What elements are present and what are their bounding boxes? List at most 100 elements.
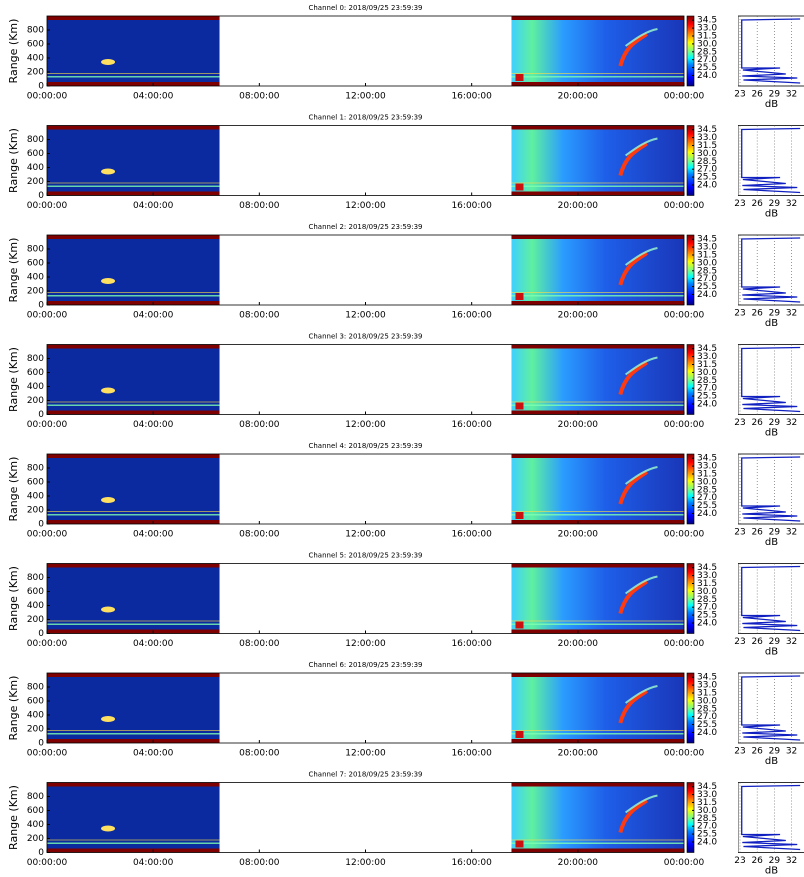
y-tick-label: 400 [27,711,44,721]
x-tick-label: 04:00:00 [133,420,174,430]
heatmap-streak [511,182,684,184]
heatmap-plume [618,32,648,67]
heatmap-plume [625,137,658,157]
profile-x-label: dB [765,428,778,439]
colorbar-tick-label: 34.5 [697,235,717,245]
y-tick-label: 800 [27,792,44,802]
profile-x-tick-label: 29 [769,747,781,757]
heatmap-band [47,848,220,853]
profile-x-tick-label: 32 [786,637,797,647]
heatmap-band [47,344,220,349]
colorbar-tick-label: 27.0 [697,165,717,175]
colorbar-tick-label: 25.5 [697,282,717,292]
y-tick-label: 600 [27,697,44,707]
colorbar-tick-label: 25.5 [697,392,717,402]
y-tick-label: 800 [27,354,44,364]
profile-line [741,18,801,84]
y-tick-label: 0 [38,410,44,420]
profile-x-tick-label: 26 [751,856,763,866]
profile-x-tick-label: 29 [769,90,781,100]
x-tick-label: 00:00:00 [27,420,68,430]
profile-x-tick-label: 26 [751,528,763,538]
chart-title: Channel 7: 2018/09/25 23:59:39 [308,771,422,779]
x-tick-label: 00:00:00 [664,858,705,868]
heatmap-streak [47,185,220,187]
profile-x-tick-label: 23 [734,637,745,647]
heatmap-band [47,782,220,787]
heatmap-streak [511,295,684,297]
x-tick-label: 16:00:00 [451,420,492,430]
colorbar-tick-label: 24.0 [697,509,717,519]
heatmap-right [511,16,684,86]
colorbar [686,344,695,415]
profile-x-tick-label: 32 [786,528,797,538]
heatmap-band [47,125,220,130]
heatmap-echo [101,716,116,722]
profile-line [741,237,801,303]
x-tick-label: 00:00:00 [664,92,705,102]
colorbar-tick-label: 30.0 [697,368,717,378]
profile-x-tick-label: 32 [786,418,797,428]
x-tick-label: 04:00:00 [133,749,174,759]
heatmap-plume [625,466,658,485]
profile-x-label: dB [765,537,778,548]
colorbar-tick-label: 27.0 [697,712,717,722]
heatmap-streak [511,404,684,406]
colorbar-tick-label: 33.0 [697,24,717,34]
heatmap-band [47,16,220,20]
colorbar-tick-label: 24.0 [697,71,717,81]
profile-x-tick-label: 32 [786,90,797,100]
colorbar-tick-label: 34.5 [697,782,717,792]
x-tick-label: 04:00:00 [133,201,174,211]
y-tick-label: 200 [27,396,44,406]
profile-line [741,346,801,413]
colorbar-tick-label: 25.5 [697,63,717,73]
x-tick-label: 00:00:00 [27,639,68,649]
colorbar-tick-label: 34.5 [697,125,717,135]
colorbar-tick-label: 24.0 [697,399,717,409]
colorbar [686,672,695,744]
x-tick-label: 12:00:00 [345,639,386,649]
heatmap-echo [101,168,116,175]
heatmap-band [511,454,684,458]
colorbar-tick-label: 28.5 [697,704,717,714]
y-axis-label: Range (Km) [7,19,20,84]
x-tick-label: 20:00:00 [558,201,599,211]
profile-line [741,565,801,632]
x-tick-label: 08:00:00 [239,420,280,430]
profile-x-tick-label: 23 [734,856,745,866]
colorbar-tick-label: 33.0 [697,243,717,253]
y-tick-label: 600 [27,806,44,816]
x-tick-label: 04:00:00 [133,311,174,321]
colorbar-tick-label: 24.0 [697,728,717,738]
colorbar-tick-label: 27.0 [697,493,717,503]
y-tick-label: 600 [27,149,44,159]
colorbar-tick-label: 31.5 [697,798,717,808]
x-tick-label: 16:00:00 [451,639,492,649]
heatmap-band [47,410,220,415]
x-tick-label: 12:00:00 [345,530,386,540]
heatmap-echo [101,387,116,394]
heatmap-streak [47,401,220,403]
x-tick-label: 00:00:00 [27,858,68,868]
y-tick-label: 400 [27,54,44,64]
heatmap-echo [101,606,116,613]
colorbar-tick-label: 25.5 [697,501,717,511]
y-tick-label: 200 [27,287,44,297]
colorbar [686,234,695,306]
colorbar-tick-label: 27.0 [697,55,717,65]
profile-x-label: dB [765,318,778,329]
y-tick-label: 200 [27,615,44,625]
heatmap-plume [618,251,648,286]
colorbar-tick-label: 30.0 [697,149,717,159]
profile-x-label: dB [765,866,778,877]
channel-panel: Channel 6: 2018/09/25 23:59:39 Range (Km)… [7,661,804,767]
y-tick-label: 800 [27,464,44,474]
heatmap-streak [47,839,220,841]
heatmap-echo [515,402,524,410]
x-tick-label: 16:00:00 [451,92,492,102]
x-tick-label: 08:00:00 [239,311,280,321]
colorbar-tick-label: 28.5 [697,485,717,495]
channel-panel: Channel 3: 2018/09/25 23:59:39 Range (Km)… [7,333,804,439]
x-tick-label: 16:00:00 [451,858,492,868]
